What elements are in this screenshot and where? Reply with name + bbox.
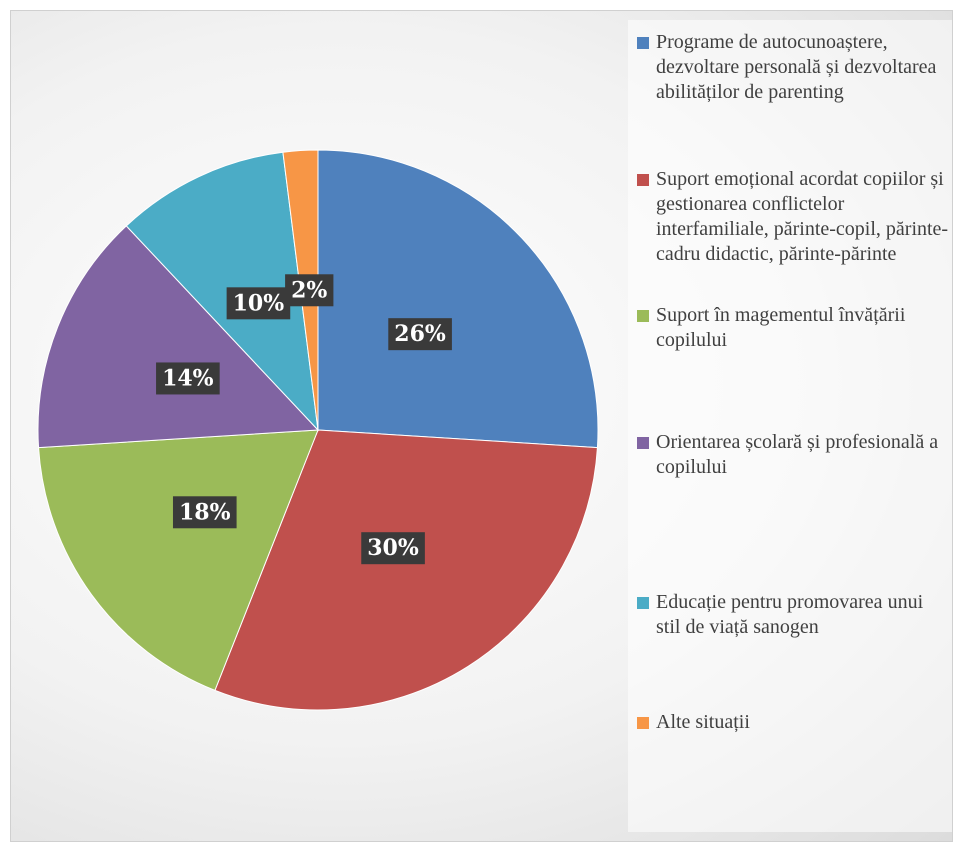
pie-slice (125, 151, 319, 432)
data-label-text: 26% (394, 321, 446, 347)
legend-label: Suport emoțional acordat copiilor și ges… (656, 168, 949, 265)
legend-item: Educație pentru promovarea unui stil de … (637, 590, 952, 640)
legend-label: Suport în magementul învățării copilului (656, 304, 906, 351)
legend-item: Suport în magementul învățării copilului (637, 303, 952, 353)
legend-swatch (637, 597, 649, 609)
legend-item: Suport emoțional acordat copiilor și ges… (637, 167, 952, 267)
pie-slice (37, 225, 320, 449)
data-label-text: 10% (233, 290, 285, 316)
data-label: 2% (285, 274, 334, 307)
data-label-text: 2% (291, 277, 327, 303)
pie-slice (38, 429, 319, 691)
legend-item: Programe de autocunoaștere, dezvoltare p… (637, 30, 952, 105)
legend-label: Alte situații (656, 711, 750, 733)
legend-item: Orientarea școlară și profesională a cop… (637, 430, 952, 480)
data-label-box (156, 362, 220, 395)
data-label: 26% (388, 318, 452, 351)
legend-swatch (637, 717, 649, 729)
legend-swatch (637, 174, 649, 186)
legend-label: Programe de autocunoaștere, dezvoltare p… (656, 31, 937, 103)
data-label-text: 30% (367, 535, 419, 561)
data-label: 10% (226, 287, 291, 320)
data-label: 18% (172, 496, 237, 529)
legend-label: Orientarea școlară și profesională a cop… (656, 431, 939, 478)
legend-area (628, 20, 952, 832)
data-label-box (226, 287, 291, 320)
legend-swatch (637, 310, 649, 322)
pie-slice (214, 429, 598, 711)
data-label-box (172, 496, 237, 529)
data-label-text: 14% (162, 365, 214, 391)
data-label: 14% (156, 362, 220, 395)
data-label-box (361, 532, 425, 565)
legend-item: Alte situații (637, 710, 952, 735)
legend-swatch (637, 37, 649, 49)
data-label: 30% (361, 532, 425, 565)
pie-slice (317, 149, 599, 449)
data-label-text: 18% (179, 499, 231, 525)
data-label-box (285, 274, 334, 307)
legend-swatch (637, 437, 649, 449)
legend-label: Educație pentru promovarea unui stil de … (656, 591, 924, 638)
data-label-box (388, 318, 452, 351)
